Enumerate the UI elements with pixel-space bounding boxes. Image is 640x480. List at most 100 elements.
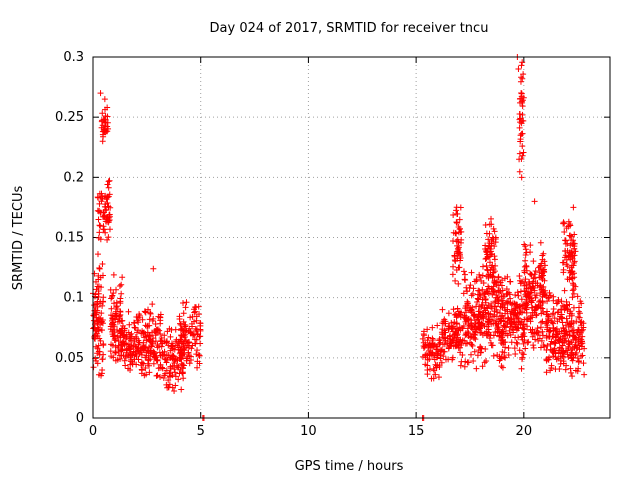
data-point [196,352,203,359]
data-point [96,348,103,355]
data-point [97,274,104,281]
data-point [527,242,534,249]
data-point [507,310,514,317]
data-point [567,250,574,257]
data-point [518,90,525,97]
data-point [102,123,109,130]
data-point [538,319,545,326]
data-point [182,344,189,351]
data-point [516,273,523,280]
data-point [440,331,447,338]
data-point [121,327,128,334]
data-point [514,301,521,308]
data-point [528,289,535,296]
data-point [99,298,106,305]
data-point [95,283,102,290]
data-point [146,369,153,376]
data-point [163,352,170,359]
data-point [98,190,105,197]
data-point [452,311,459,318]
data-point [179,340,186,347]
data-point [509,325,516,332]
data-point [561,332,568,339]
x-tick-label: 0 [89,424,97,439]
data-point [123,346,130,353]
data-point [188,320,195,327]
data-point [468,269,475,276]
data-point [187,328,194,335]
data-point [525,338,532,345]
data-point [516,150,523,157]
data-point [134,347,141,354]
data-point [108,341,115,348]
data-point [131,319,138,326]
data-point [128,344,135,351]
data-point [482,345,489,352]
data-point [476,271,483,278]
data-point [473,277,480,284]
data-point [455,250,462,257]
data-point [571,258,578,265]
data-point [575,358,582,365]
data-point [563,328,570,335]
y-tick-label: 0.05 [55,351,84,366]
data-point [169,363,176,370]
data-point [569,287,576,294]
data-point [94,317,101,324]
data-point [561,338,568,345]
data-point [139,316,146,323]
data-point [478,329,485,336]
data-point [424,344,431,351]
data-point [502,354,509,361]
data-point [118,290,125,297]
data-point [189,342,196,349]
data-point [194,364,201,371]
data-point [470,312,477,319]
data-point [559,353,566,360]
data-point [522,276,529,283]
x-tick-label: 10 [300,424,317,439]
data-point [479,263,486,270]
data-point [101,96,108,103]
data-point [520,351,527,358]
data-point [574,355,581,362]
data-point [196,360,203,367]
data-point [135,356,142,363]
data-point [564,276,571,283]
data-point [523,262,530,269]
data-point [158,337,165,344]
data-point [492,234,499,241]
data-point [95,216,102,223]
data-point [539,332,546,339]
data-point [556,366,563,373]
data-point [120,340,127,347]
data-point [96,265,103,272]
data-point [518,62,525,69]
data-point [540,283,547,290]
data-point [117,346,124,353]
data-point [542,262,549,269]
data-point [462,271,469,278]
data-point [162,370,169,377]
data-point [154,326,161,333]
data-point [543,369,550,376]
data-point [571,245,578,252]
data-point [555,330,562,337]
data-point [455,280,462,287]
data-point [508,339,515,346]
data-point [116,312,123,319]
data-point [568,264,575,271]
data-point [547,341,554,348]
data-point [163,359,170,366]
data-point [530,344,537,351]
data-point [462,309,469,316]
data-point [156,327,163,334]
data-point [471,348,478,355]
data-point [448,319,455,326]
data-point [552,334,559,341]
data-point [520,117,527,124]
data-point [127,354,134,361]
data-point [451,319,458,326]
data-point [101,193,108,200]
data-point [532,267,539,274]
